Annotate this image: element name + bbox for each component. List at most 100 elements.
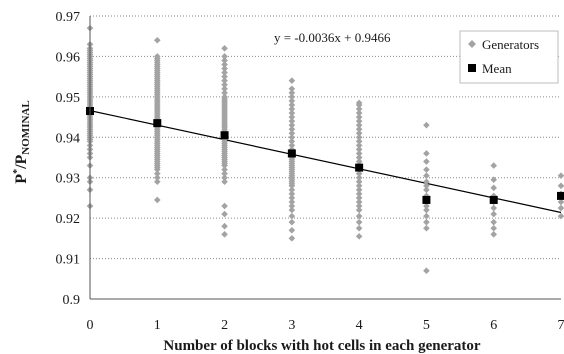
y-tick-label: 0.96	[56, 50, 81, 65]
legend-generators-label: Generators	[482, 37, 539, 52]
generator-point	[423, 158, 430, 165]
generator-point	[221, 174, 228, 182]
x-tick-label: 6	[490, 318, 497, 333]
generator-point	[355, 101, 363, 109]
generator-point	[355, 224, 363, 232]
generator-point	[355, 146, 363, 153]
x-axis-title: Number of blocks with hot cells in each …	[163, 338, 481, 354]
generator-point	[355, 182, 363, 190]
y-tick-label: 0.97	[56, 10, 81, 25]
generator-point	[221, 178, 228, 186]
generator-point	[221, 170, 228, 177]
generator-point	[355, 138, 363, 145]
generator-point	[490, 184, 498, 192]
x-tick-labels: 0 1 2 3 4 5 6 7	[87, 318, 564, 333]
generator-point	[423, 218, 430, 226]
generator-point	[221, 85, 228, 93]
generator-point	[355, 154, 363, 161]
generator-point	[423, 224, 430, 232]
generator-point	[221, 231, 228, 238]
generator-point	[288, 93, 296, 101]
generator-point	[221, 69, 228, 76]
generator-point	[355, 206, 363, 214]
mean-point	[422, 195, 431, 204]
generator-point	[221, 73, 228, 80]
generator-point	[153, 166, 161, 173]
generator-point	[221, 61, 228, 68]
generator-point	[153, 178, 161, 186]
generator-point	[355, 121, 363, 129]
generator-point	[288, 133, 296, 141]
generator-point	[423, 202, 430, 210]
generator-point	[355, 202, 363, 210]
y-axis-title-sup: *	[12, 169, 23, 174]
y-axis-title-sub: NOMINAL	[20, 100, 32, 154]
generator-point	[288, 206, 296, 214]
y-tick-labels: 0.9 0.91 0.92 0.93 0.94 0.95 0.96 0.97	[56, 10, 81, 308]
trendline-layer	[89, 110, 562, 214]
generator-point	[221, 81, 228, 89]
generator-point	[557, 204, 564, 212]
generator-point	[288, 101, 296, 109]
y-axis-title-slash: /P	[13, 154, 30, 169]
generator-point	[557, 198, 564, 206]
generator-point	[221, 210, 228, 218]
generator-point	[288, 113, 296, 121]
generator-point	[221, 89, 228, 97]
generator-point	[423, 150, 430, 157]
generator-point	[288, 105, 296, 113]
generator-point	[221, 202, 228, 210]
mean-point	[557, 191, 564, 200]
generator-point	[288, 182, 296, 190]
x-tick-label: 1	[154, 318, 161, 333]
generator-point	[490, 204, 498, 212]
generator-point	[221, 57, 228, 64]
x-tick-label: 2	[221, 318, 228, 333]
generator-point	[355, 105, 363, 113]
generator-point	[557, 172, 564, 179]
generator-point	[355, 117, 363, 125]
trendline	[89, 110, 562, 214]
generator-point	[490, 162, 498, 169]
generator-point	[355, 218, 363, 226]
x-tick-label: 7	[558, 318, 564, 333]
generator-point	[355, 174, 363, 182]
generator-point	[423, 166, 430, 173]
generator-point	[288, 97, 296, 105]
generator-point	[355, 150, 363, 157]
generator-point	[288, 235, 296, 242]
axes	[89, 16, 561, 300]
y-tick-label: 0.9	[63, 293, 81, 308]
y-axis-title-main: P	[13, 174, 30, 184]
generator-point	[355, 212, 363, 220]
legend-box	[459, 30, 559, 84]
generator-point	[221, 166, 228, 173]
generator-point	[355, 158, 363, 165]
generator-point	[355, 194, 363, 202]
generator-point	[557, 182, 564, 190]
y-tick-label: 0.91	[56, 253, 81, 268]
legend-generators-marker	[468, 40, 476, 48]
generator-point	[153, 36, 161, 44]
generator-point	[288, 109, 296, 117]
generator-point	[288, 117, 296, 125]
generator-point	[355, 186, 363, 194]
generator-point	[288, 85, 296, 93]
generator-point	[423, 206, 430, 214]
generator-point	[288, 129, 296, 137]
generator-point	[355, 178, 363, 186]
generator-point	[288, 194, 296, 202]
generator-point	[153, 174, 161, 182]
generator-point	[221, 162, 228, 169]
y-tick-label: 0.92	[56, 212, 81, 227]
generator-point	[288, 190, 296, 198]
generator-point	[288, 198, 296, 206]
generator-point	[355, 113, 363, 121]
generator-point	[423, 121, 430, 129]
generator-point	[423, 267, 430, 274]
generator-point	[355, 190, 363, 198]
generator-point	[221, 77, 228, 84]
x-tick-label: 4	[356, 318, 363, 333]
generator-point	[288, 186, 296, 194]
generator-point	[288, 142, 296, 149]
